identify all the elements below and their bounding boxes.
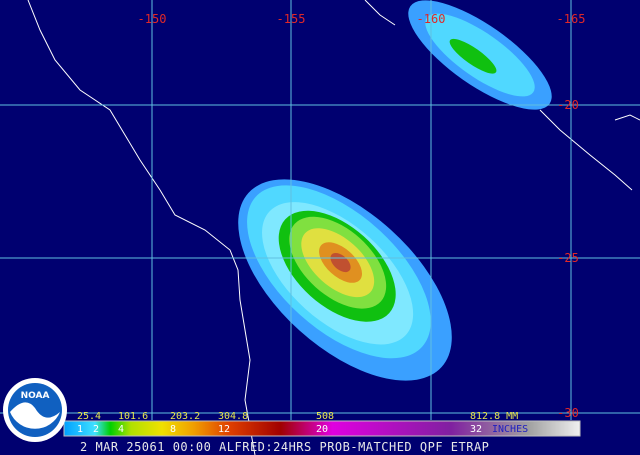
precip-northeast bbox=[408, 0, 552, 110]
legend-unit: INCHES bbox=[492, 424, 528, 435]
graticule bbox=[0, 0, 640, 420]
legend-inch-label: 8 bbox=[170, 424, 176, 435]
longitude-label: -160 bbox=[417, 12, 446, 26]
legend-bar bbox=[63, 420, 581, 437]
latitude-label: -30 bbox=[557, 406, 579, 420]
longitude-label: -150 bbox=[138, 12, 167, 26]
legend-inch-label: 32 bbox=[470, 424, 482, 435]
legend-inch-label: 2 bbox=[93, 424, 99, 435]
legend-mm-label: 304.8 bbox=[218, 411, 248, 422]
legend-mm-label: 25.4 bbox=[77, 411, 101, 422]
longitude-label: -155 bbox=[277, 12, 306, 26]
logo-text: NOAA bbox=[21, 391, 50, 401]
footer: 2 MAR 25061 00:00 ALFRED:24HRS PROB-MATC… bbox=[80, 440, 489, 454]
legend-mm-label: 203.2 bbox=[170, 411, 200, 422]
longitude-label: -165 bbox=[557, 12, 586, 26]
legend-inch-label: 1 bbox=[77, 424, 83, 435]
noaa-logo: NOAA bbox=[3, 378, 67, 442]
legend-mm-label: 101.6 bbox=[118, 411, 148, 422]
legend-inch-label: 12 bbox=[218, 424, 230, 435]
legend-inch-label: 4 bbox=[118, 424, 124, 435]
coastline bbox=[27, 0, 640, 455]
legend-inch-label: 20 bbox=[316, 424, 328, 435]
latitude-label: -20 bbox=[557, 98, 579, 112]
latitude-label: -25 bbox=[557, 251, 579, 265]
precip-main bbox=[238, 179, 452, 381]
legend-mm-label: 508 bbox=[316, 411, 334, 422]
legend-mm-label: 812.8 MM bbox=[470, 411, 518, 422]
